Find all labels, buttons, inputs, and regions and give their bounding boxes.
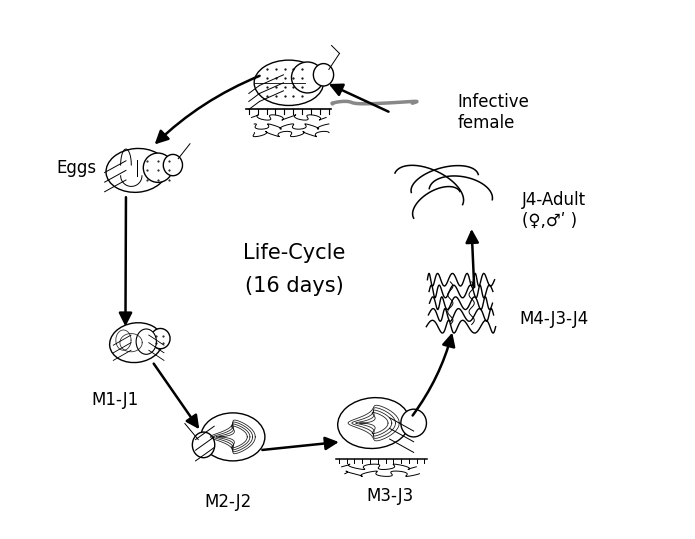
Text: Infective
female: Infective female — [458, 93, 530, 132]
Ellipse shape — [338, 398, 409, 448]
Ellipse shape — [106, 148, 167, 192]
Text: M2-J2: M2-J2 — [204, 493, 251, 511]
Text: J4-Adult
(♀,♂ʹ ): J4-Adult (♀,♂ʹ ) — [522, 191, 587, 230]
Text: M4-J3-J4: M4-J3-J4 — [520, 310, 589, 328]
Ellipse shape — [291, 62, 323, 93]
Text: Eggs: Eggs — [56, 158, 97, 177]
Ellipse shape — [401, 409, 427, 437]
Ellipse shape — [151, 328, 170, 349]
Text: M3-J3: M3-J3 — [366, 487, 414, 505]
Ellipse shape — [313, 64, 334, 86]
Ellipse shape — [143, 153, 172, 182]
Text: (16 days): (16 days) — [245, 275, 343, 295]
Ellipse shape — [136, 329, 156, 354]
Text: Life-Cycle: Life-Cycle — [243, 244, 345, 264]
Ellipse shape — [110, 323, 163, 363]
Ellipse shape — [163, 154, 183, 176]
Text: M1-J1: M1-J1 — [91, 391, 138, 409]
Ellipse shape — [254, 60, 323, 106]
Ellipse shape — [193, 432, 215, 458]
Ellipse shape — [201, 413, 265, 461]
